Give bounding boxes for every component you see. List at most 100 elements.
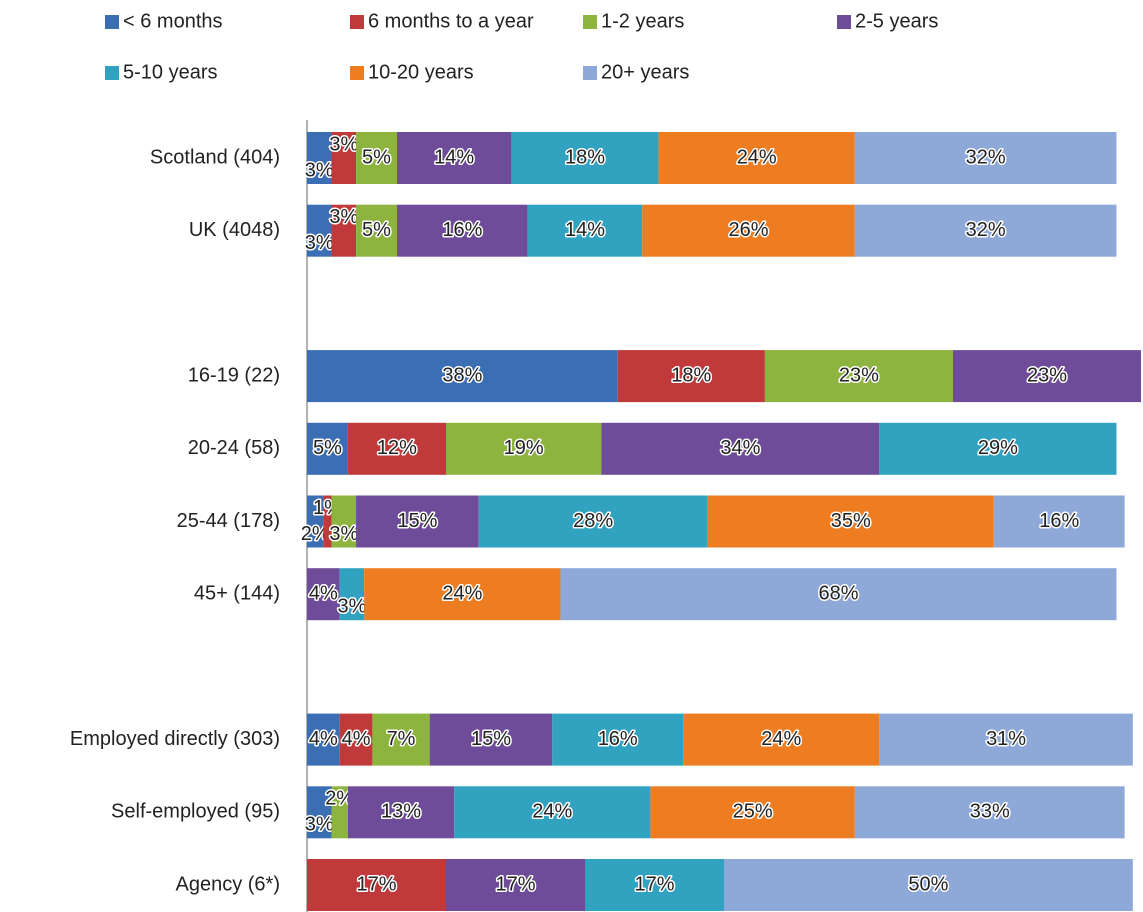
bar-segment xyxy=(347,786,455,839)
bar-segment xyxy=(339,713,373,766)
bar-segment xyxy=(356,204,397,257)
bar-segment xyxy=(307,132,332,184)
category-label: UK (4048) xyxy=(189,219,280,241)
data-label: 17% xyxy=(495,873,535,895)
bar-segment xyxy=(764,350,953,403)
bar-segment xyxy=(511,132,659,184)
data-label: 14% xyxy=(565,219,605,241)
data-label: 19% xyxy=(504,437,544,459)
data-label: 68% xyxy=(818,582,858,604)
data-label: 3% xyxy=(305,159,334,181)
bar-segment xyxy=(307,204,332,257)
data-label: 50% xyxy=(908,873,948,895)
bar-segment xyxy=(331,132,357,184)
data-label: 4% xyxy=(309,582,338,604)
data-label: 15% xyxy=(397,510,437,532)
data-label: 24% xyxy=(532,801,572,823)
bar-segment xyxy=(331,204,357,257)
bar-segment xyxy=(854,132,1117,184)
legend-swatch xyxy=(583,15,597,29)
bar-segment xyxy=(585,859,724,911)
bar-segment xyxy=(396,132,512,184)
data-label: 34% xyxy=(720,437,760,459)
legend-label: 6 months to a year xyxy=(368,10,534,32)
category-label: Employed directly (303) xyxy=(70,728,280,750)
bar-segment xyxy=(429,713,553,766)
bar-segment xyxy=(601,422,880,475)
data-label: 3% xyxy=(329,206,358,228)
data-label: 3% xyxy=(338,595,367,617)
data-label: 13% xyxy=(381,801,421,823)
bar-segment xyxy=(683,713,880,766)
bar-segment xyxy=(339,568,365,621)
bar-segment xyxy=(478,495,708,548)
data-label: 4% xyxy=(342,728,371,750)
data-label: 4% xyxy=(309,728,338,750)
category-label: Agency (6*) xyxy=(176,873,281,895)
bar-segment xyxy=(396,204,528,257)
bar-segment xyxy=(364,568,561,621)
bar-segment xyxy=(307,568,340,621)
bar-segment xyxy=(617,350,765,403)
bar-segment xyxy=(952,350,1141,403)
data-label: 24% xyxy=(442,582,482,604)
bar-segment xyxy=(356,495,479,548)
data-label: 5% xyxy=(362,219,391,241)
bar-segment xyxy=(854,204,1117,257)
bar-segment xyxy=(454,786,651,839)
bar-segment xyxy=(446,422,602,475)
bar-segment xyxy=(307,713,340,766)
data-label: 32% xyxy=(966,146,1006,168)
data-label: 31% xyxy=(986,728,1026,750)
category-label: 25-44 (178) xyxy=(177,510,280,532)
data-label: 3% xyxy=(329,523,358,545)
bar-segment xyxy=(707,495,994,548)
legend-label: 2-5 years xyxy=(855,10,938,32)
data-label: 5% xyxy=(313,437,342,459)
data-label: 18% xyxy=(671,364,711,386)
category-label: 16-19 (22) xyxy=(188,364,280,386)
bar-segment xyxy=(307,786,332,839)
data-label: 16% xyxy=(442,219,482,241)
data-label: 25% xyxy=(733,801,773,823)
bar-segment xyxy=(356,132,397,184)
legend-swatch xyxy=(350,66,364,80)
data-label: 38% xyxy=(442,364,482,386)
bar-segment xyxy=(307,422,348,475)
data-label: 3% xyxy=(329,133,358,155)
data-label: 26% xyxy=(729,219,769,241)
bar-segment xyxy=(331,495,357,548)
data-label: 16% xyxy=(598,728,638,750)
bar-segment xyxy=(879,422,1117,475)
category-label: Self-employed (95) xyxy=(111,801,280,823)
bar-segment xyxy=(527,204,643,257)
legend-label: 1-2 years xyxy=(601,10,684,32)
bar-segment xyxy=(993,495,1125,548)
data-label: 18% xyxy=(565,146,605,168)
legend-swatch xyxy=(583,66,597,80)
data-label: 24% xyxy=(737,146,777,168)
category-label: Scotland (404) xyxy=(150,146,280,168)
legend-swatch xyxy=(350,15,364,29)
bar-segment xyxy=(854,786,1125,839)
data-label: 28% xyxy=(573,510,613,532)
bar-segment xyxy=(372,713,430,766)
legend-swatch xyxy=(105,66,119,80)
bar-segment xyxy=(331,786,348,839)
data-label: 17% xyxy=(634,873,674,895)
bar-segment xyxy=(650,786,855,839)
data-label: 23% xyxy=(839,364,879,386)
data-label: 24% xyxy=(761,728,801,750)
bar-segment xyxy=(323,495,332,548)
data-label: 7% xyxy=(387,728,416,750)
bar-segment xyxy=(724,859,1133,911)
data-label: 15% xyxy=(471,728,511,750)
data-label: 12% xyxy=(377,437,417,459)
data-label: 3% xyxy=(305,814,334,836)
category-label: 45+ (144) xyxy=(194,582,280,604)
data-label: 23% xyxy=(1027,364,1067,386)
data-label: 29% xyxy=(978,437,1018,459)
data-label: 33% xyxy=(970,801,1010,823)
legend-label: 5-10 years xyxy=(123,61,218,83)
